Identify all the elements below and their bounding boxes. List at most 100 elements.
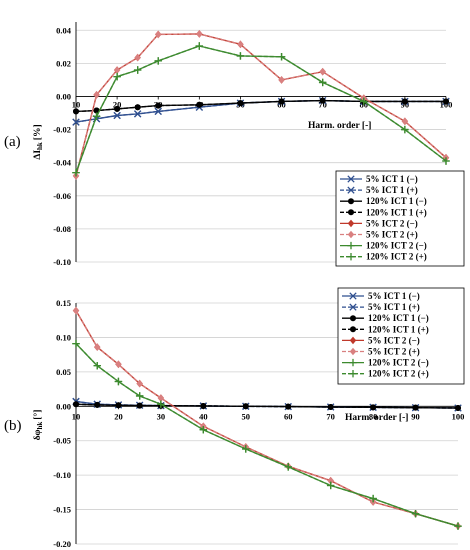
legend-swatch-marker xyxy=(347,241,355,250)
series-3 xyxy=(73,401,461,412)
series-line xyxy=(75,45,447,173)
x-tick-label: 10 xyxy=(72,99,81,109)
series-1 xyxy=(72,397,462,412)
data-point xyxy=(134,104,141,111)
legend-label: 120% ICT 1 (+) xyxy=(368,324,429,334)
data-point xyxy=(278,76,285,84)
data-point xyxy=(73,401,79,408)
data-point xyxy=(72,306,80,315)
data-point xyxy=(155,102,162,109)
x-tick-label: 20 xyxy=(113,99,122,109)
legend-entry: 5% ICT 1 (+) xyxy=(340,185,418,195)
data-point xyxy=(134,110,142,118)
x-tick-label: 30 xyxy=(157,411,166,421)
legend-entry: 5% ICT 2 (−) xyxy=(340,218,418,228)
legend-entry: 120% ICT 1 (−) xyxy=(342,313,429,323)
panel-a-y-axis-unit: [%] xyxy=(33,124,43,140)
legend-label: 5% ICT 2 (−) xyxy=(366,218,418,228)
panel-a-x-axis-label: Harm. order [-] xyxy=(308,121,371,131)
panel-b-y-axis-subscript: hk xyxy=(36,422,44,430)
legend-label: 5% ICT 1 (+) xyxy=(366,185,418,195)
legend-entry: 120% ICT 2 (+) xyxy=(342,369,429,379)
legend-entry: 5% ICT 1 (−) xyxy=(342,291,420,301)
panel-b-legend-entries: 5% ICT 1 (−)5% ICT 1 (+)120% ICT 1 (−)12… xyxy=(342,291,429,379)
panel-a-axes xyxy=(75,22,447,262)
legend-swatch-marker xyxy=(350,326,356,333)
panel-b-y-axis-symbol: δφ xyxy=(33,429,43,440)
series-2 xyxy=(73,97,449,115)
y-tick-label: 0.00 xyxy=(56,401,71,411)
data-point xyxy=(326,481,335,490)
series-line xyxy=(75,343,459,527)
data-point xyxy=(134,53,141,62)
panel-b-y-axis-unit: [°] xyxy=(32,410,43,420)
legend-entry: 120% ICT 2 (−) xyxy=(340,241,427,251)
x-tick-label: 50 xyxy=(242,411,251,421)
legend-entry: 5% ICT 2 (−) xyxy=(342,335,420,345)
data-point xyxy=(455,405,461,412)
series-5 xyxy=(72,30,450,180)
data-point xyxy=(285,403,292,410)
x-tick-label: 20 xyxy=(114,411,123,421)
panel-b-y-tick-labels: 0.15 0.10 0.05 0.00 -0.05 -0.10 -0.15 -0.20 xyxy=(53,298,71,549)
panel-b-series xyxy=(72,306,462,530)
data-point xyxy=(72,339,80,348)
legend-entry: 120% ICT 1 (+) xyxy=(342,324,429,334)
data-point xyxy=(113,111,121,120)
data-point xyxy=(195,42,204,50)
panel-b-x-axis-label: Harm. order [-] xyxy=(345,413,408,423)
data-point xyxy=(115,402,122,409)
data-point xyxy=(360,97,368,106)
panel-b-x-tick-labels: 10 20 30 40 50 60 70 80 90 100 xyxy=(72,411,465,421)
series-7 xyxy=(72,339,462,530)
series-7 xyxy=(72,42,450,177)
data-point xyxy=(93,361,101,370)
y-tick-label: -0.10 xyxy=(53,257,71,267)
legend-entry: 120% ICT 2 (+) xyxy=(340,252,427,262)
x-tick-label: 60 xyxy=(284,411,293,421)
y-tick-label: -0.20 xyxy=(53,539,71,549)
panel-a-y-axis-label: ΔIhk [%] xyxy=(33,124,44,159)
data-point xyxy=(200,402,207,409)
legend-swatch-marker xyxy=(350,315,356,322)
x-tick-label: 10 xyxy=(72,411,81,421)
data-point xyxy=(113,66,121,74)
data-point xyxy=(401,98,408,105)
y-tick-label: -0.02 xyxy=(53,125,71,135)
data-point xyxy=(133,66,142,74)
legend-entry: 5% ICT 2 (+) xyxy=(342,347,420,357)
legend-label: 120% ICT 1 (−) xyxy=(368,313,429,323)
legend-entry: 120% ICT 1 (−) xyxy=(340,196,427,206)
x-tick-label: 70 xyxy=(326,411,335,421)
series-line xyxy=(75,33,447,177)
x-tick-label: 90 xyxy=(401,99,410,109)
x-tick-label: 90 xyxy=(411,411,420,421)
x-tick-label: 80 xyxy=(369,411,378,421)
data-point xyxy=(327,403,334,410)
panel-a-y-axis-symbol: ΔI xyxy=(33,150,43,160)
x-tick-label: 60 xyxy=(277,99,286,109)
legend-label: 120% ICT 2 (+) xyxy=(366,252,427,262)
data-point xyxy=(443,98,449,105)
panel-a-legend-box xyxy=(335,170,465,267)
legend-label: 120% ICT 1 (+) xyxy=(366,207,427,217)
data-point xyxy=(115,360,122,369)
data-point xyxy=(135,392,144,400)
legend-swatch-marker xyxy=(349,358,357,367)
data-point xyxy=(242,445,250,453)
y-tick-label: 0.00 xyxy=(56,91,71,101)
x-tick-label: 40 xyxy=(199,411,208,421)
y-tick-label: 0.04 xyxy=(56,25,72,35)
y-tick-label: -0.04 xyxy=(53,158,71,168)
legend-entry: 120% ICT 1 (+) xyxy=(340,207,427,217)
legend-label: 120% ICT 2 (−) xyxy=(368,358,429,368)
legend-swatch-marker xyxy=(347,219,355,228)
y-tick-label: 0.10 xyxy=(56,332,71,342)
panel-a-y-tick-labels: 0.04 0.02 0.00 -0.02 -0.04 -0.06 -0.08 -0.10 xyxy=(53,25,71,267)
data-point xyxy=(199,425,208,434)
series-line xyxy=(75,403,459,409)
legend-swatch-marker xyxy=(348,209,354,216)
data-point xyxy=(94,343,101,351)
legend-label: 5% ICT 2 (+) xyxy=(368,347,420,357)
data-point xyxy=(93,91,100,99)
